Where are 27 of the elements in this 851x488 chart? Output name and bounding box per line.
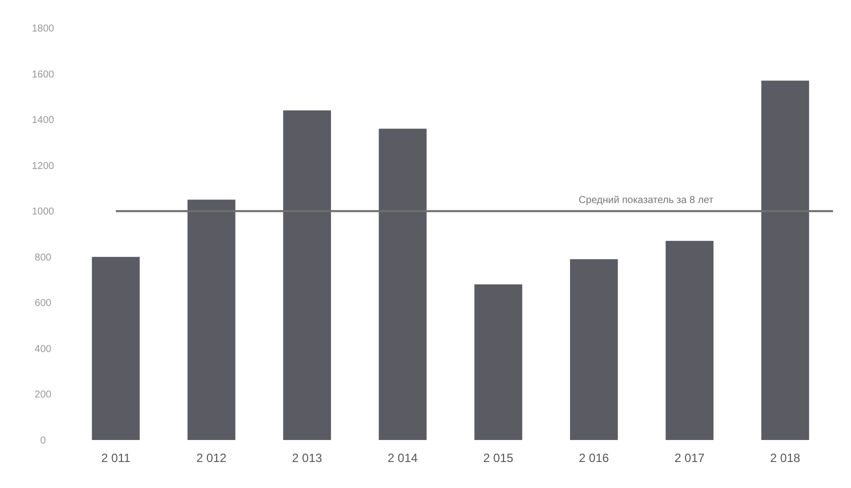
bar bbox=[283, 110, 331, 440]
y-tick-label: 800 bbox=[34, 252, 52, 264]
bar bbox=[378, 128, 427, 440]
bar bbox=[92, 256, 140, 440]
y-tick-label: 200 bbox=[34, 390, 52, 401]
y-tick-label: 1600 bbox=[32, 69, 55, 80]
y-tick-label: 600 bbox=[34, 298, 52, 310]
x-tick-label: 2 012 bbox=[196, 451, 227, 465]
y-tick-label: 1800 bbox=[32, 24, 55, 34]
ref-line-label: Средний показатель за 8 лет bbox=[578, 195, 714, 206]
x-tick-label: 2 015 bbox=[483, 451, 514, 465]
y-tick-label: 400 bbox=[34, 344, 52, 355]
bar bbox=[761, 80, 810, 440]
x-tick-label: 2 018 bbox=[770, 451, 801, 465]
x-tick-label: 2 017 bbox=[674, 451, 705, 465]
bar bbox=[188, 200, 236, 440]
x-tick-label: 2 016 bbox=[578, 451, 610, 465]
y-tick-label: 1200 bbox=[32, 160, 55, 172]
y-tick-label: 0 bbox=[40, 436, 46, 446]
y-tick-label: 1000 bbox=[32, 206, 55, 218]
bar bbox=[666, 240, 714, 440]
bar bbox=[474, 284, 522, 440]
x-tick-label: 2 011 bbox=[101, 451, 131, 465]
x-tick-label: 2 013 bbox=[292, 451, 322, 465]
bar bbox=[570, 259, 618, 440]
x-tick-label: 2 014 bbox=[388, 451, 418, 465]
y-tick-label: 1400 bbox=[32, 115, 55, 126]
